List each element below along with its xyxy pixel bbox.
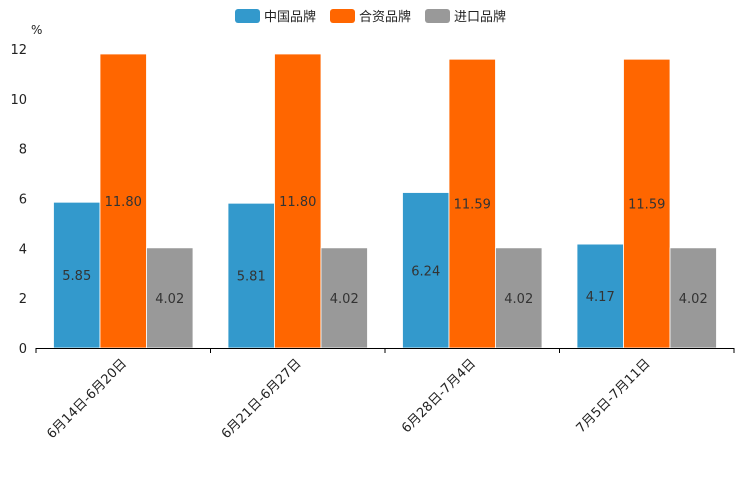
- y-tick-label: 0: [19, 342, 27, 357]
- y-tick-label: 4: [19, 242, 27, 257]
- legend: 中国品牌 合资品牌 进口品牌: [235, 9, 506, 25]
- bar-2-1: [99, 53, 147, 349]
- data-label-2-3: 11.59: [454, 198, 491, 213]
- bar-2-2: [274, 53, 322, 349]
- y-tick-label: 6: [19, 193, 27, 208]
- x-axis: 6月14日-6月20日 6月21日-6月27日 6月28日-7月4日 7月5日-7月1…: [35, 348, 735, 442]
- bar-1-2: [227, 202, 275, 349]
- bar-1-1: [53, 201, 101, 349]
- data-label-3-1: 4.02: [155, 292, 184, 307]
- x-category-label: 6月28日-7月4日: [399, 356, 479, 436]
- legend-label-3: 进口品牌: [454, 9, 506, 25]
- bar-3-4: [669, 247, 717, 349]
- y-axis: 0 2 4 6 8 10 12: [10, 43, 27, 357]
- x-category-label: 6月21日-6月27日: [219, 356, 305, 442]
- data-label-1-2: 5.81: [237, 270, 266, 285]
- y-tick-label: 12: [10, 43, 27, 58]
- bar-3-2: [320, 247, 368, 349]
- data-label-3-2: 4.02: [330, 292, 359, 307]
- data-label-2-1: 11.80: [105, 195, 142, 210]
- x-category-label: 6月14日-6月20日: [44, 356, 130, 442]
- data-label-1-3: 6.24: [411, 264, 440, 279]
- bar-3-1: [146, 247, 194, 349]
- data-label-3-3: 4.02: [504, 292, 533, 307]
- data-label-1-4: 4.17: [586, 290, 615, 305]
- legend-swatch-2: [330, 9, 355, 23]
- data-label-2-2: 11.80: [279, 195, 316, 210]
- legend-label-2: 合资品牌: [359, 9, 411, 25]
- legend-label-1: 中国品牌: [264, 9, 316, 25]
- y-tick-label: 10: [10, 93, 27, 108]
- y-tick-label: 8: [19, 143, 27, 158]
- data-label-1-1: 5.85: [62, 269, 91, 284]
- bar-2-3: [448, 58, 496, 349]
- bar-2-4: [623, 58, 671, 349]
- y-tick-label: 2: [19, 292, 27, 307]
- legend-swatch-1: [235, 9, 260, 23]
- y-axis-unit-label: %: [31, 23, 42, 37]
- bars: 5.85 11.80 4.02 5.81 11.80 4.02 6.24 11.59 4.02 4…: [53, 53, 717, 349]
- bar-1-4: [576, 243, 624, 349]
- data-label-3-4: 4.02: [679, 292, 708, 307]
- data-label-2-4: 11.59: [628, 198, 665, 213]
- legend-swatch-3: [425, 9, 450, 23]
- x-category-label: 7月5日-7月11日: [574, 356, 654, 436]
